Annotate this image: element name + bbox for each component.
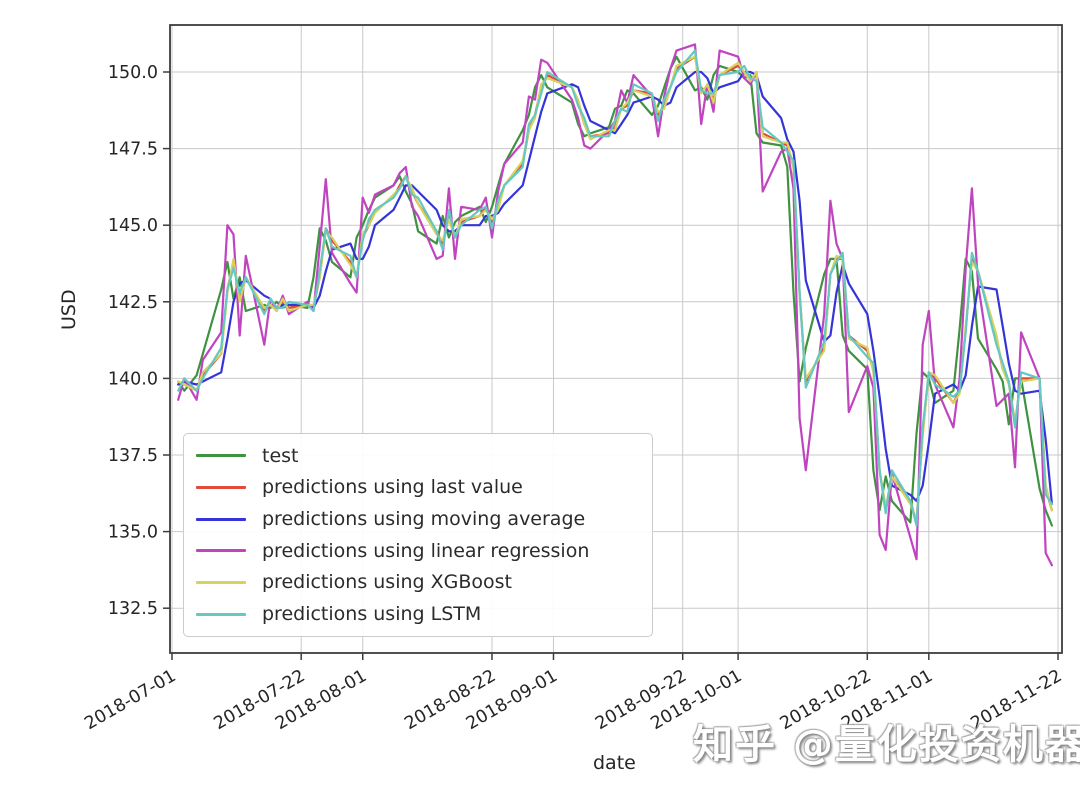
legend-line-swatch	[196, 454, 246, 458]
series-line-predictions-using-moving-average	[177, 70, 1054, 506]
legend-line-swatch	[196, 580, 246, 584]
legend-label: predictions using XGBoost	[262, 571, 512, 594]
x-tick-label: 2018-07-01	[81, 666, 179, 734]
legend-item: test	[196, 445, 640, 467]
y-tick-label: 145.0	[108, 216, 158, 236]
plot-border	[169, 24, 1063, 654]
legend-line-swatch	[196, 549, 246, 553]
y-tick-label: 142.5	[108, 293, 158, 313]
y-axis-label: USD	[58, 289, 80, 330]
watermark-text: 知乎 @量化投资机器学习	[693, 722, 1080, 768]
legend-label: predictions using moving average	[262, 508, 586, 531]
y-tick-label: 150.0	[108, 63, 158, 83]
legend-item: predictions using linear regression	[196, 540, 640, 562]
legend-item: predictions using last value	[196, 476, 640, 498]
legend-line-swatch	[196, 485, 246, 489]
y-tick-label: 140.0	[108, 369, 158, 389]
x-axis-label: date	[593, 752, 636, 774]
y-tick-label: 135.0	[108, 523, 158, 543]
legend-item: predictions using LSTM	[196, 603, 640, 625]
y-tick-label: 147.5	[108, 140, 158, 160]
y-tick-label: 132.5	[108, 599, 158, 619]
legend-label: predictions using LSTM	[262, 603, 482, 626]
y-tick-label: 137.5	[108, 446, 158, 466]
series-line-predictions-using-lstm	[177, 49, 1054, 527]
legend-item: predictions using moving average	[196, 508, 640, 530]
legend-line-swatch	[196, 517, 246, 521]
legend-item: predictions using XGBoost	[196, 571, 640, 593]
legend-label: predictions using last value	[262, 476, 523, 499]
series-line-predictions-using-linear-regression	[177, 43, 1054, 567]
legend-line-swatch	[196, 612, 246, 616]
legend-label: predictions using linear regression	[262, 539, 590, 562]
legend-label: test	[262, 444, 299, 467]
legend: test predictions using last value predicti…	[183, 433, 653, 637]
